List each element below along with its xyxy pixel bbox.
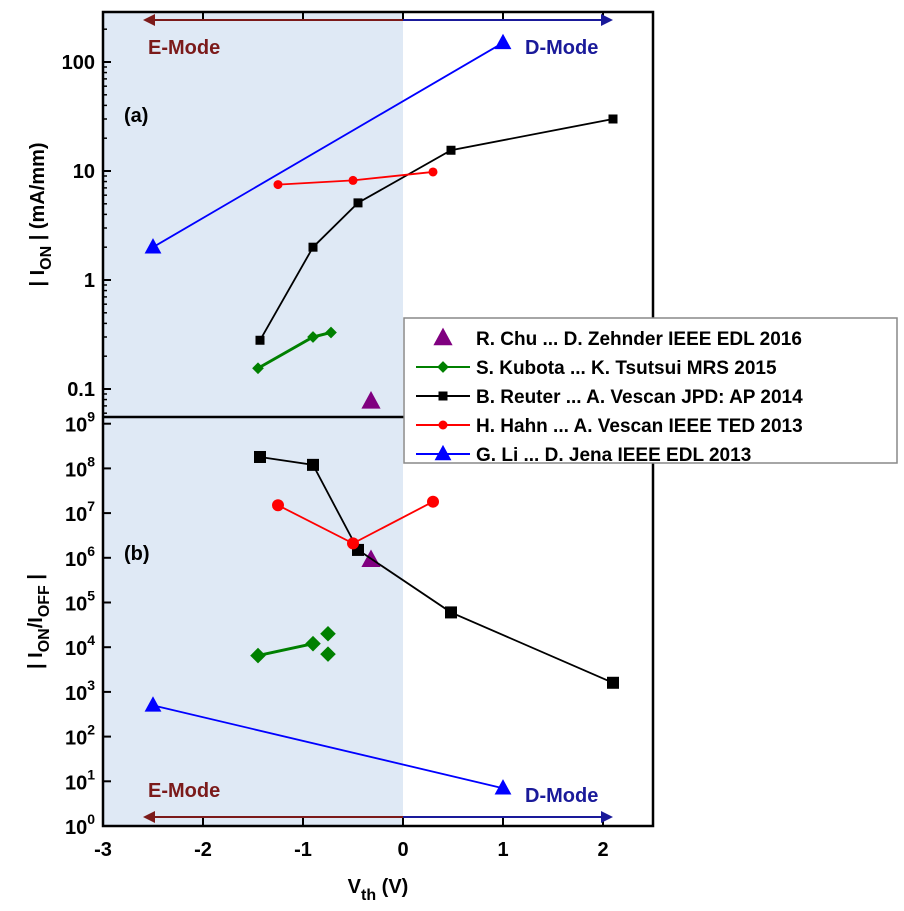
square-marker — [353, 198, 363, 208]
diamond-marker — [320, 646, 336, 662]
y-tick-label: 1 — [84, 270, 95, 292]
y-tick-label: 100 — [62, 52, 95, 74]
x-tick-label: -2 — [194, 839, 212, 861]
series — [144, 33, 512, 254]
emode-shade — [103, 12, 403, 826]
diamond-marker — [437, 361, 449, 373]
legend-label: S. Kubota ... K. Tsutsui MRS 2015 — [476, 358, 777, 379]
arrow-head-icon — [143, 811, 155, 823]
square-marker — [607, 676, 619, 689]
x-tick-label: -1 — [294, 839, 312, 861]
triangle-marker — [494, 33, 512, 50]
y-tick-label: 107 — [65, 498, 95, 526]
y-tick-label: 109 — [65, 409, 95, 437]
y-axis-label: | ION | (mA/mm) — [27, 142, 55, 286]
dmode-label: D-Mode — [525, 37, 598, 59]
circle-marker — [348, 175, 358, 185]
square-marker — [445, 606, 457, 619]
series — [361, 390, 381, 409]
y-tick-label: 105 — [65, 588, 95, 616]
triangle-marker — [434, 444, 452, 461]
legend-label: H. Hahn ... A. Vescan IEEE TED 2013 — [476, 416, 803, 437]
series — [272, 495, 439, 550]
series — [250, 625, 336, 664]
legend-item: B. Reuter ... A. Vescan JPD: AP 2014 — [416, 387, 803, 408]
diamond-marker — [320, 625, 336, 642]
series-line — [152, 704, 504, 790]
y-tick-label: 104 — [65, 632, 95, 660]
diamond-marker — [325, 326, 337, 339]
square-marker — [254, 450, 266, 463]
emode-label: E-Mode — [148, 37, 220, 59]
y-tick-label: 101 — [65, 766, 95, 794]
circle-marker — [428, 167, 438, 177]
square-marker — [307, 458, 319, 471]
x-axis-label: Vth (V) — [348, 876, 409, 904]
circle-marker — [427, 495, 439, 508]
legend-label: R. Chu ... D. Zehnder IEEE EDL 2016 — [476, 329, 802, 350]
square-marker — [608, 114, 618, 124]
series — [252, 326, 337, 375]
y-tick-label: 100 — [65, 811, 95, 839]
triangle-marker — [144, 238, 162, 254]
diamond-marker — [305, 635, 321, 652]
diamond-marker — [307, 331, 319, 343]
diamond-marker — [250, 647, 266, 664]
series-line — [257, 642, 314, 658]
emode-label: E-Mode — [148, 780, 220, 802]
x-tick-label: 1 — [497, 839, 508, 861]
circle-marker — [347, 537, 359, 550]
panel-b: 100 101 102 103 104 105 106 107 108 109 -3 -2 -1 0 1 2 V… — [25, 409, 619, 904]
legend-item: R. Chu ... D. Zehnder IEEE EDL 2016 — [433, 327, 802, 350]
legend-item: G. Li ... D. Jena IEEE EDL 2013 — [416, 444, 751, 466]
diamond-marker — [252, 362, 264, 375]
circle-marker — [438, 420, 448, 430]
legend-box — [403, 317, 898, 464]
circle-marker — [273, 180, 283, 190]
arrow-head-icon — [143, 14, 155, 26]
arrow-head-icon — [601, 811, 613, 823]
panel-label: (a) — [124, 105, 148, 127]
square-marker — [308, 242, 318, 252]
y-tick-label: 103 — [65, 677, 95, 705]
x-tick-label: 2 — [597, 839, 608, 861]
series — [254, 450, 619, 689]
series — [273, 167, 438, 190]
y-tick-label: 106 — [65, 543, 95, 571]
legend-item: S. Kubota ... K. Tsutsui MRS 2015 — [416, 358, 777, 379]
y-tick-label: 108 — [65, 453, 95, 481]
y-tick-label: 0.1 — [67, 379, 95, 401]
triangle-marker — [433, 327, 453, 346]
triangle-marker — [144, 696, 162, 712]
y-axis-label: | ION/IOFF | — [25, 574, 53, 669]
triangle-marker — [361, 390, 381, 409]
square-marker — [255, 335, 265, 345]
circle-marker — [272, 499, 284, 512]
series — [255, 114, 618, 345]
triangle-marker — [494, 779, 512, 795]
legend-item: H. Hahn ... A. Vescan IEEE TED 2013 — [416, 416, 803, 437]
legend-label: B. Reuter ... A. Vescan JPD: AP 2014 — [476, 387, 803, 408]
legend: R. Chu ... D. Zehnder IEEE EDL 2016 S. Ku… — [403, 317, 898, 466]
x-tick-label: -3 — [94, 839, 112, 861]
y-tick-label: 10 — [73, 161, 95, 183]
x-tick-label: 0 — [397, 839, 408, 861]
dmode-label: D-Mode — [525, 785, 598, 807]
series-line — [152, 42, 504, 248]
y-tick-label: 102 — [65, 722, 95, 750]
arrow-head-icon — [601, 14, 613, 26]
legend-label: G. Li ... D. Jena IEEE EDL 2013 — [476, 445, 751, 466]
series — [144, 696, 512, 795]
square-marker — [446, 145, 456, 155]
square-marker — [438, 391, 448, 401]
panel-label: (b) — [124, 543, 150, 565]
